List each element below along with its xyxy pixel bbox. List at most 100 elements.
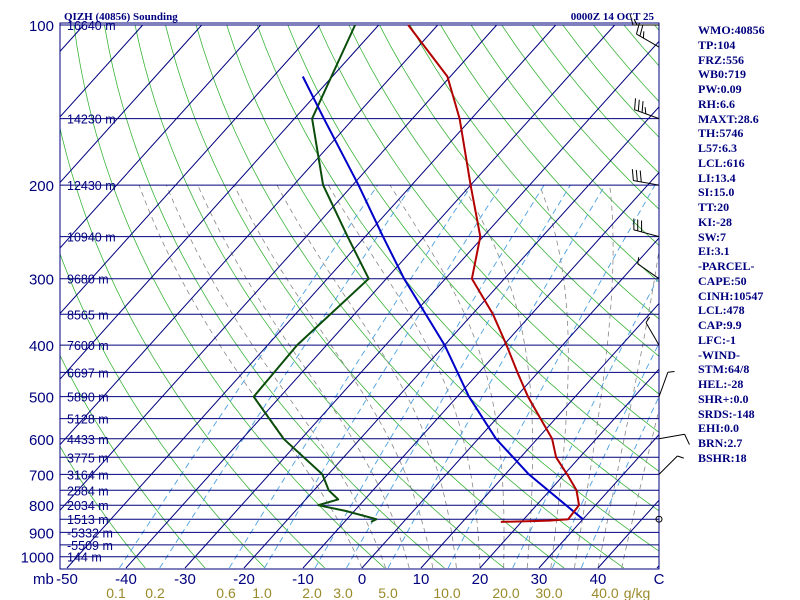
- barb-shaft: [633, 229, 660, 238]
- pressure-label: 100: [29, 18, 54, 35]
- index-value: L57:6.3: [698, 141, 737, 155]
- pressure-label: 600: [29, 432, 54, 449]
- pressure-label: 500: [29, 390, 54, 407]
- isotherm-line: [420, 302, 659, 569]
- barb-flag: [637, 99, 640, 112]
- barb-flag: [629, 13, 634, 26]
- x-axis-prefix: mb: [33, 571, 54, 588]
- dry-adiabat-line: [348, 24, 659, 395]
- barb-shaft: [645, 322, 660, 346]
- moist-adiabat-line: [197, 184, 410, 569]
- barb-flag: [644, 107, 647, 114]
- barb-flag: [631, 169, 634, 181]
- height-label: 5890 m: [67, 391, 109, 405]
- index-value: SI:15.0: [698, 185, 735, 200]
- isotherm-line: [0, 25, 25, 568]
- mixing-ratio-label: 10.0: [433, 585, 460, 600]
- moist-adiabat-line: [166, 184, 386, 569]
- dry-adiabat-line: [60, 354, 206, 569]
- moist-adiabat-line: [233, 184, 434, 569]
- mixing-ratio-label: 30.0: [535, 585, 562, 600]
- moist-adiabat-line: [539, 184, 569, 569]
- moist-adiabats: [138, 184, 659, 569]
- sounding-traces: [252, 24, 584, 523]
- isotherm-line: [60, 24, 380, 380]
- barb-flag: [639, 24, 644, 37]
- dry-adiabat-line: [470, 24, 659, 246]
- height-label: 5128 m: [67, 413, 109, 427]
- mixing-ratio-line: [159, 184, 413, 569]
- mixing-ratio-line: [119, 184, 379, 569]
- index-value: -PARCEL-: [698, 259, 755, 273]
- temp-tick-label: 10: [413, 571, 430, 588]
- barb-flag: [667, 370, 675, 373]
- wind-barb: [658, 433, 690, 445]
- height-label: 2584 m: [67, 484, 109, 498]
- moist-adiabat-line: [389, 184, 505, 569]
- mixing-ratio-line: [551, 342, 659, 569]
- temp-tick-label: -50: [56, 571, 78, 588]
- index-value: HEL:-28: [698, 377, 744, 391]
- isobars: [60, 24, 659, 558]
- height-label: 4433 m: [67, 433, 109, 447]
- mixing-ratio-label: 2.0: [302, 585, 322, 600]
- temp-tick-label: -20: [233, 571, 255, 588]
- wind-barbs: [629, 13, 690, 523]
- wind-barb: [635, 22, 660, 48]
- dry-adiabat-line: [134, 24, 505, 569]
- barb-shaft: [636, 33, 660, 48]
- index-value: CINH:10547: [698, 288, 764, 303]
- isotherm-line: [125, 24, 616, 569]
- barb-shaft: [658, 455, 678, 475]
- dry-adiabat-line: [440, 24, 659, 283]
- height-label: 3164 m: [67, 468, 109, 482]
- index-value: EI:3.1: [698, 244, 730, 259]
- height-label: -5332 m: [67, 526, 113, 540]
- height-label: 1513 m: [67, 513, 109, 527]
- wind-barb: [634, 98, 660, 120]
- wind-barb: [658, 370, 675, 397]
- mixing-ratio-label: 40.0: [591, 585, 618, 600]
- temp-tick-label: -40: [115, 571, 137, 588]
- temp-tick-label: 40: [590, 571, 607, 588]
- index-value: TP:104: [698, 37, 736, 52]
- wind-barb: [633, 218, 660, 238]
- index-value: CAPE:50: [698, 273, 747, 288]
- isotherm-line: [60, 24, 144, 118]
- index-value: WB0:719: [698, 67, 746, 82]
- x-axis-suffix: C: [654, 571, 665, 588]
- dewpoint-trace: [252, 24, 378, 523]
- height-label: 2034 m: [67, 499, 109, 513]
- mixing-ratio-label: 0.1: [106, 585, 126, 600]
- isotherm-line: [479, 368, 659, 569]
- index-value: TT:20: [698, 200, 730, 214]
- mixing-ratio-line: [512, 275, 659, 569]
- barb-flag: [641, 101, 644, 113]
- index-value: SRDS:-148: [698, 406, 755, 421]
- height-label: 14230 m: [67, 113, 116, 127]
- pressure-label: 1000: [21, 550, 54, 567]
- chart-title: QIZH (40856) Sounding: [64, 11, 178, 23]
- height-label: 6697 m: [67, 366, 109, 380]
- isotherm-line: [66, 24, 557, 569]
- isotherm-line: [60, 24, 203, 184]
- dry-adiabat-line: [256, 24, 659, 512]
- moist-adiabat-line: [462, 184, 534, 569]
- mixing-ratio-label: 1.0: [252, 585, 272, 600]
- pressure-label: 200: [29, 178, 54, 195]
- pressure-label: 400: [29, 338, 54, 355]
- mixing-ratio-line: [447, 184, 656, 569]
- mixing-ratio-line: [228, 184, 472, 569]
- barb-shaft: [637, 263, 660, 280]
- moist-adiabat-line: [276, 184, 457, 569]
- wind-barb: [645, 316, 660, 346]
- moist-adiabat-line: [327, 184, 481, 569]
- barb-flag: [677, 455, 684, 459]
- index-value: BSHR:18: [698, 450, 747, 465]
- index-value: LFC:-1: [698, 332, 736, 347]
- mixing-ratio-line: [314, 184, 545, 569]
- moist-adiabat-line: [138, 184, 363, 569]
- index-value: BRN:2.7: [698, 436, 743, 450]
